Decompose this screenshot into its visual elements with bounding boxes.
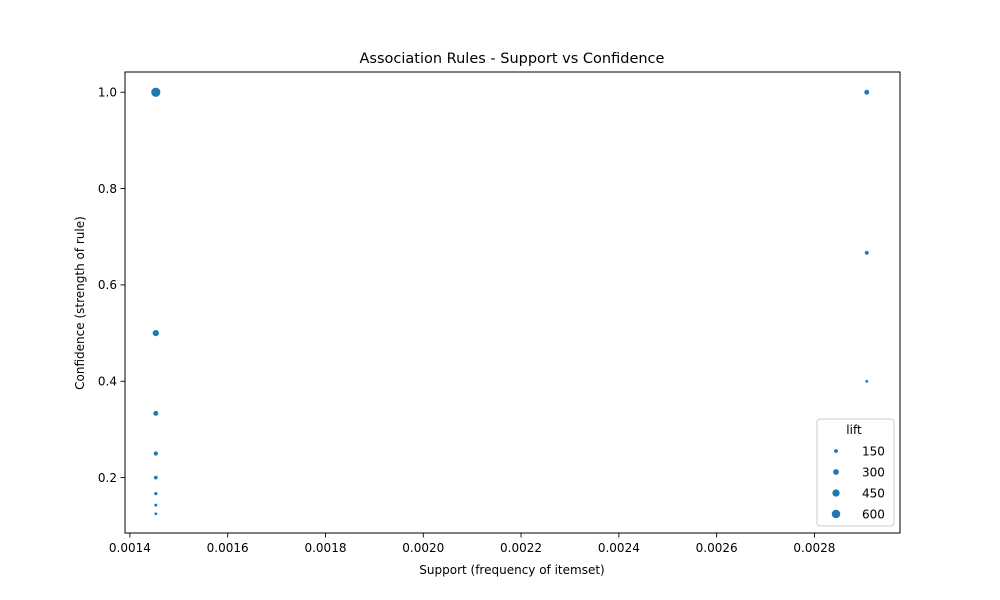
legend-label: 150 [862, 444, 885, 458]
x-tick-label: 0.0016 [207, 541, 249, 555]
x-tick-label: 0.0028 [793, 541, 835, 555]
y-tick-label: 0.8 [98, 182, 117, 196]
legend-marker [832, 468, 840, 476]
y-axis-label: Confidence (strength of rule) [73, 216, 87, 390]
data-point [153, 474, 159, 481]
plot-area [150, 86, 871, 516]
x-tick-label: 0.0024 [598, 541, 640, 555]
y-axis: 0.2 0.4 0.6 0.8 1.0 [98, 86, 125, 485]
legend-label: 450 [862, 486, 885, 500]
x-axis-label: Support (frequency of itemset) [419, 563, 604, 577]
x-tick-label: 0.0018 [304, 541, 346, 555]
y-tick-label: 0.6 [98, 278, 117, 292]
data-point [153, 491, 159, 497]
legend-box [816, 418, 895, 527]
x-tick-label: 0.0020 [402, 541, 444, 555]
y-tick-label: 0.4 [98, 375, 117, 389]
data-point [863, 88, 871, 96]
data-point [150, 86, 162, 98]
x-tick-label: 0.0026 [696, 541, 738, 555]
chart-title: Association Rules - Support vs Confidenc… [360, 51, 665, 67]
data-point [864, 250, 870, 256]
legend-marker [830, 508, 842, 520]
plot-frame [124, 71, 901, 534]
data-point [151, 329, 160, 338]
legend-label: 600 [862, 507, 885, 521]
x-tick-label: 0.0022 [500, 541, 542, 555]
y-tick-label: 0.2 [98, 471, 117, 485]
x-axis: 0.0014 0.0016 0.0018 0.0020 0.0022 0.0024 0.00… [109, 533, 835, 555]
data-point [152, 410, 160, 417]
legend-marker [831, 488, 841, 498]
legend-title: lift [846, 423, 862, 437]
data-point [864, 379, 869, 384]
x-tick-label: 0.0014 [109, 541, 151, 555]
data-point [152, 450, 159, 457]
data-point [153, 511, 158, 516]
legend-label: 300 [862, 465, 885, 479]
legend-marker [833, 448, 839, 454]
y-tick-label: 1.0 [98, 86, 117, 100]
data-point [153, 502, 159, 508]
